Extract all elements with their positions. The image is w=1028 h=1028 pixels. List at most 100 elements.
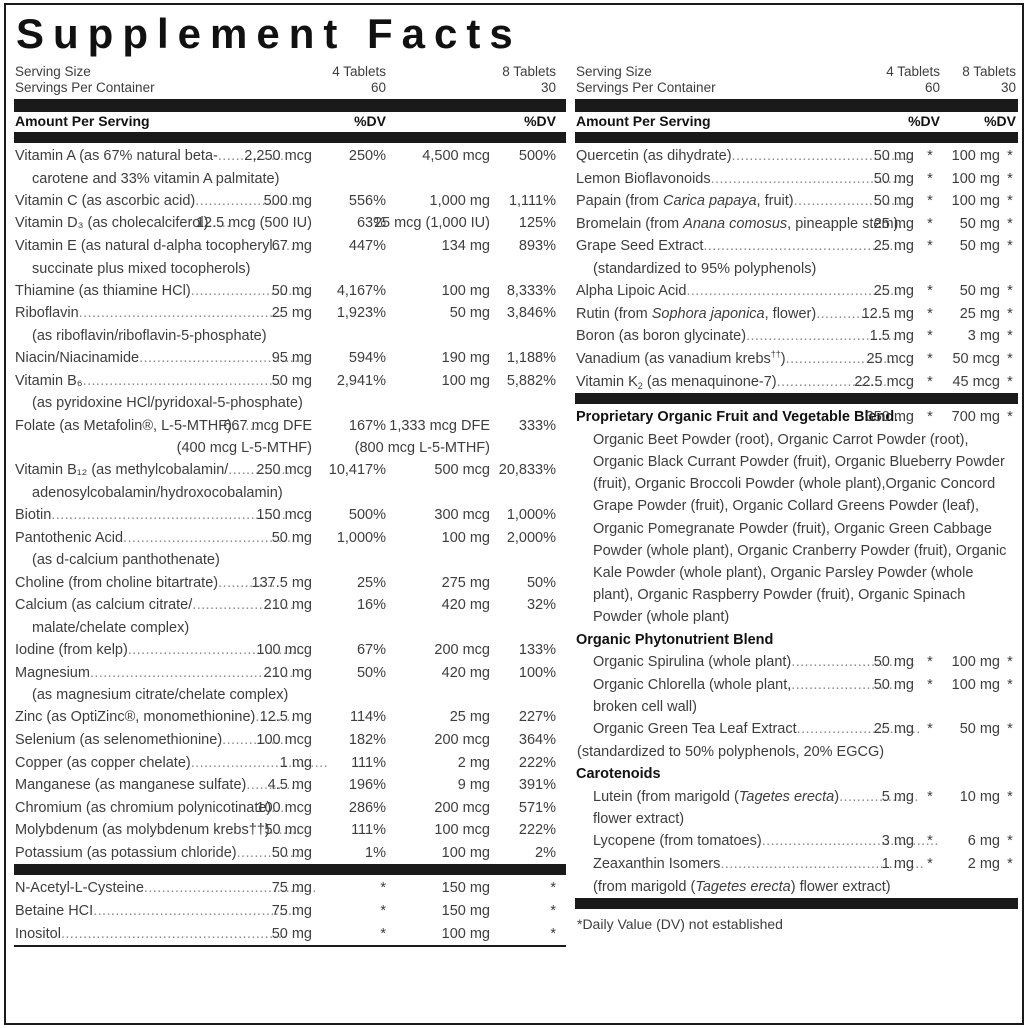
leader-dots: ..............	[228, 462, 291, 479]
amount-8tab: 100 mg	[441, 282, 490, 299]
serving-size-row: Serving Size 4 Tablets 8 Tablets	[14, 64, 566, 80]
amount-8tab: 1,000 mg	[429, 192, 490, 209]
nutrient-row: Lutein (from marigold (Tagetes erecta)..…	[575, 786, 1018, 809]
ingredient-continuation-line: (standardized to 95% polyphenols)	[593, 260, 817, 277]
amount-4tab: 50 mg	[873, 676, 914, 693]
dv-8tab: *	[1007, 855, 1013, 872]
amount-8tab: 200 mcg	[434, 799, 490, 816]
leader-dots: ......................................	[139, 350, 308, 367]
amount-8tab: 10 mg	[959, 788, 1000, 805]
dv-4tab: 1,000%	[336, 529, 386, 546]
blend-name: Proprietary Organic Fruit and Vegetable …	[576, 409, 907, 426]
nutrient-row: Vitamin A (as 67% natural beta-.........…	[14, 145, 566, 168]
serving-size-label: Serving Size	[15, 64, 91, 79]
amount-4tab: 50 mg	[271, 372, 312, 389]
servings-per-container-label-right: Servings Per Container	[576, 80, 716, 95]
nutrient-rows-right: Quercetin (as dihydrate)................…	[575, 143, 1018, 393]
nutrient-row: Grape Seed Extract......................…	[575, 235, 1018, 258]
dv-8tab: 100%	[518, 664, 556, 681]
amount-4tab: 25 mg	[873, 238, 914, 255]
dv-8tab: 2,000%	[506, 529, 556, 546]
nutrient-name: Choline (from choline bitartrate).......…	[15, 574, 276, 591]
right-panel: Serving Size 4 Tablets 8 Tablets Serving…	[575, 64, 1018, 934]
leader-dots: ...............	[217, 148, 285, 164]
leader-dots: ............................	[791, 653, 916, 670]
amount-8tab: 25 mg	[959, 305, 1000, 322]
dv-8tab: *	[550, 880, 556, 897]
leader-dots: ........................................	[761, 833, 939, 850]
dv-8tab: 5,882%	[506, 372, 556, 389]
amount-8tab: 275 mg	[441, 574, 490, 591]
leader-dots: ........................................…	[703, 238, 912, 255]
nutrient-name: Vitamin K2 (as menaquinone-7)...........…	[576, 373, 888, 391]
leader-dots: .........................	[776, 373, 888, 390]
leader-dots: ............................	[796, 721, 921, 738]
amount-8tab: 420 mg	[441, 664, 490, 681]
nutrient-row: Copper (as copper chelate)..............…	[14, 752, 566, 775]
amount-8tab: 2 mg	[457, 754, 490, 771]
amount-4tab: 4.5 mg	[267, 777, 312, 794]
ingredient-subvalue-line: (400 mcg L-5-MTHF) (800 mcg L-5-MTHF)	[14, 437, 566, 459]
dv-4tab: 167%	[348, 417, 386, 434]
leader-dots: ...	[894, 409, 907, 426]
amount-4tab: 50 mcg	[264, 822, 312, 839]
ingredient-continuation-line: malate/chelate complex)	[32, 619, 190, 636]
nutrient-row: Organic Spirulina (whole plant).........…	[575, 651, 1018, 674]
nutrient-row: Chromium (as chromium polynicotinate)...…	[14, 797, 566, 820]
dv-4tab: *	[927, 653, 933, 670]
dv-8tab: 8,333%	[506, 282, 556, 299]
dv-8tab: 227%	[518, 709, 556, 726]
leader-dots: .........................	[785, 350, 897, 367]
leader-dots: .................	[816, 305, 892, 322]
dv-8tab: *	[1007, 788, 1013, 805]
leader-dots: ........................................…	[51, 507, 286, 524]
dv-4tab: 10,417%	[328, 462, 386, 479]
leader-dots: ...........................	[793, 193, 914, 210]
nutrient-row: Potassium (as potassium chloride).......…	[14, 842, 566, 865]
amount-4tab: 12.5 mg	[259, 709, 312, 726]
left-panel: Serving Size 4 Tablets 8 Tablets Serving…	[14, 64, 566, 947]
dv-4tab: *	[927, 676, 933, 693]
nutrient-row: Magnesium...............................…	[14, 662, 566, 685]
nutrient-row: Biotin..................................…	[14, 504, 566, 527]
dv-8tab: 391%	[518, 777, 556, 794]
serving-header-left: Serving Size 4 Tablets 8 Tablets Serving…	[14, 64, 566, 98]
nutrient-name: Rutin (from Sophora japonica, flower)...…	[576, 305, 892, 322]
leader-dots: ........................................…	[89, 664, 294, 681]
dv-4tab: *	[927, 855, 933, 872]
nutrient-row: Rutin (from Sophora japonica, flower)...…	[575, 303, 1018, 326]
nutrient-name: Calcium (as calcium citrate/............…	[15, 597, 295, 614]
amount-4tab: 50 mg	[271, 844, 312, 861]
nutrient-name: Molybdenum (as molybdenum krebs††)......…	[15, 822, 301, 839]
amount-8tab: 100 mg	[951, 148, 1000, 164]
nutrient-name: Inositol................................…	[15, 925, 287, 942]
nutrient-row: Molybdenum (as molybdenum krebs††)......…	[14, 819, 566, 842]
nutrient-name: Folate (as Metafolin®, L-5-MTHF)......	[15, 417, 259, 434]
dv-4tab: *	[927, 409, 933, 426]
amount-4tab: 210 mg	[263, 597, 312, 614]
amount-8tab: 50 mg	[449, 305, 490, 322]
nutrient-name: Chromium (as chromium polynicotinate)...	[15, 799, 285, 816]
leader-dots: ...............	[222, 731, 289, 748]
dv-8tab: *	[550, 925, 556, 942]
amount-8tab: 700 mg	[951, 409, 1000, 426]
amount-8tab: 100 mg	[951, 676, 1000, 693]
amount-4tab: 1 mg	[279, 754, 312, 771]
amount-4tab: 95 mg	[271, 350, 312, 367]
dv-4tab: 250%	[348, 148, 386, 164]
amount-4tab: 100 mcg	[256, 799, 312, 816]
dv-4tab: *	[927, 215, 933, 232]
amount-8tab: 6 mg	[967, 833, 1000, 850]
dv-4tab: 500%	[348, 507, 386, 524]
dv-8tab: *	[1007, 148, 1013, 164]
nutrient-row: Alpha Lipoic Acid.......................…	[575, 280, 1018, 303]
dv-4tab: *	[927, 238, 933, 255]
dv-8tab: *	[550, 903, 556, 920]
dv-8tab: 50%	[526, 574, 556, 591]
leader-dots: .......................	[192, 597, 295, 614]
nutrient-row: Vitamin C (as ascorbic acid)............…	[14, 190, 566, 213]
nutrient-row: Choline (from choline bitartrate).......…	[14, 572, 566, 595]
nutrient-row: N-Acetyl-L-Cysteine.....................…	[14, 877, 566, 900]
nutrient-name: Organic Spirulina (whole plant).........…	[593, 653, 916, 670]
ingredient-continuation-line: (as riboflavin/riboflavin-5-phosphate)	[32, 327, 267, 344]
